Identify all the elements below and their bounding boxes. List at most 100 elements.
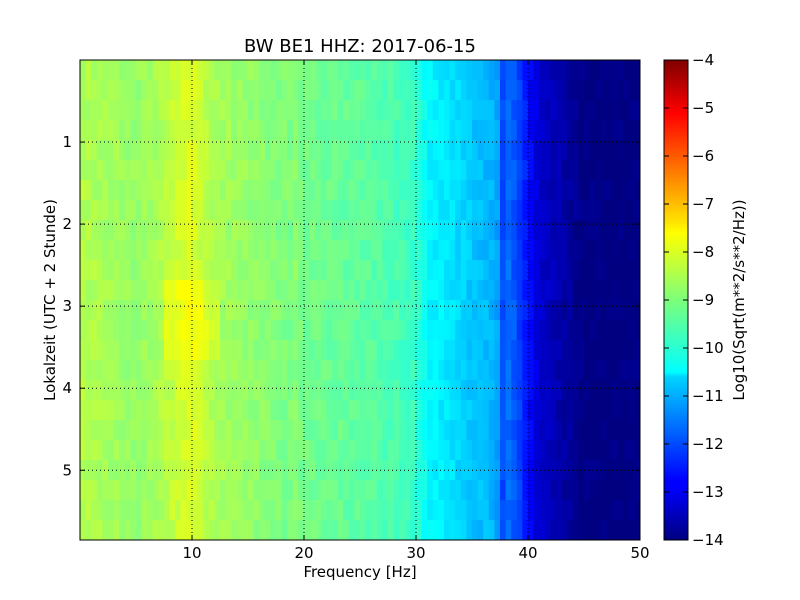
heatmap-cell xyxy=(550,440,557,461)
heatmap-cell xyxy=(382,280,389,301)
heatmap-cell xyxy=(124,100,131,121)
heatmap-cell xyxy=(276,260,283,281)
heatmap-cell xyxy=(354,340,361,361)
heatmap-cell xyxy=(393,160,400,181)
heatmap-cell xyxy=(584,220,591,241)
heatmap-cell xyxy=(623,200,630,221)
heatmap-cell xyxy=(141,240,148,261)
heatmap-cell xyxy=(388,100,395,121)
heatmap-cell xyxy=(483,440,490,461)
x-axis: 10 20 30 40 50 xyxy=(182,60,650,562)
heatmap-cell xyxy=(466,360,473,381)
heatmap-cell xyxy=(606,240,613,261)
colorbar-ticks: −4−5−6−7−8−9−10−11−12−13−14 xyxy=(664,51,724,549)
heatmap-cell xyxy=(91,200,98,221)
x-tick-label: 20 xyxy=(294,544,313,562)
heatmap-cell xyxy=(494,200,501,221)
heatmap-cell xyxy=(600,400,607,421)
heatmap-cell xyxy=(550,60,557,81)
heatmap-cell xyxy=(382,120,389,141)
heatmap-cell xyxy=(276,480,283,501)
heatmap-cell xyxy=(606,300,613,321)
heatmap-cell xyxy=(388,340,395,361)
heatmap-cell xyxy=(483,260,490,281)
heatmap-cell xyxy=(567,340,574,361)
heatmap-cell xyxy=(382,180,389,201)
heatmap-cell xyxy=(460,240,467,261)
heatmap-cell xyxy=(186,520,193,540)
heatmap-cell xyxy=(488,300,495,321)
heatmap-cell xyxy=(208,240,215,261)
heatmap-cell xyxy=(304,280,311,301)
heatmap-cell xyxy=(561,340,568,361)
heatmap-cell xyxy=(186,200,193,221)
heatmap-cell xyxy=(511,100,518,121)
heatmap-cell xyxy=(270,360,277,381)
heatmap-cell xyxy=(124,420,131,441)
heatmap-cell xyxy=(376,400,383,421)
heatmap-cell xyxy=(91,320,98,341)
heatmap-cell xyxy=(186,340,193,361)
heatmap-cell xyxy=(119,400,126,421)
heatmap-cell xyxy=(578,260,585,281)
heatmap-cell xyxy=(164,500,171,521)
heatmap-cell xyxy=(371,60,378,81)
heatmap-cell xyxy=(371,260,378,281)
heatmap-cell xyxy=(309,440,316,461)
heatmap-cell xyxy=(253,480,260,501)
heatmap-cell xyxy=(416,220,423,241)
heatmap-cell xyxy=(309,140,316,161)
heatmap-cell xyxy=(292,160,299,181)
heatmap-cell xyxy=(578,80,585,101)
heatmap-cell xyxy=(376,120,383,141)
heatmap-cell xyxy=(494,100,501,121)
heatmap-cell xyxy=(472,160,479,181)
heatmap-cell xyxy=(242,380,249,401)
heatmap-cell xyxy=(281,320,288,341)
heatmap-cell xyxy=(136,220,143,241)
heatmap-cell xyxy=(130,340,137,361)
heatmap-cell xyxy=(248,380,255,401)
heatmap-cell xyxy=(505,200,512,221)
heatmap-cell xyxy=(561,140,568,161)
heatmap-cell xyxy=(298,340,305,361)
heatmap-cell xyxy=(516,240,523,261)
heatmap-cell xyxy=(365,420,372,441)
heatmap-cell xyxy=(281,240,288,261)
heatmap-cell xyxy=(584,460,591,481)
heatmap-cell xyxy=(432,140,439,161)
heatmap-cell xyxy=(421,320,428,341)
heatmap-cell xyxy=(444,120,451,141)
heatmap-cell xyxy=(298,260,305,281)
heatmap-cell xyxy=(438,100,445,121)
heatmap-cell xyxy=(617,60,624,81)
heatmap-cell xyxy=(180,500,187,521)
heatmap-cell xyxy=(628,200,635,221)
heatmap-cell xyxy=(281,140,288,161)
heatmap-cell xyxy=(623,240,630,261)
heatmap-cell xyxy=(320,160,327,181)
heatmap-cell xyxy=(326,360,333,381)
heatmap-cell xyxy=(348,480,355,501)
heatmap-cell xyxy=(158,420,165,441)
heatmap-cell xyxy=(533,340,540,361)
heatmap-cell xyxy=(315,180,322,201)
heatmap-cell xyxy=(572,520,579,540)
heatmap-cell xyxy=(248,460,255,481)
heatmap-cell xyxy=(505,300,512,321)
heatmap-cell xyxy=(628,500,635,521)
heatmap-cell xyxy=(388,400,395,421)
heatmap-cell xyxy=(388,420,395,441)
heatmap-cell xyxy=(444,160,451,181)
heatmap-cell xyxy=(85,140,92,161)
x-tick-label: 40 xyxy=(518,544,537,562)
heatmap-cell xyxy=(85,520,92,540)
heatmap-cell xyxy=(399,100,406,121)
heatmap-cell xyxy=(404,520,411,540)
heatmap-cell xyxy=(248,180,255,201)
heatmap-cell xyxy=(197,260,204,281)
heatmap-cell xyxy=(119,300,126,321)
heatmap-cell xyxy=(236,140,243,161)
heatmap-cell xyxy=(455,500,462,521)
heatmap-cell xyxy=(488,80,495,101)
